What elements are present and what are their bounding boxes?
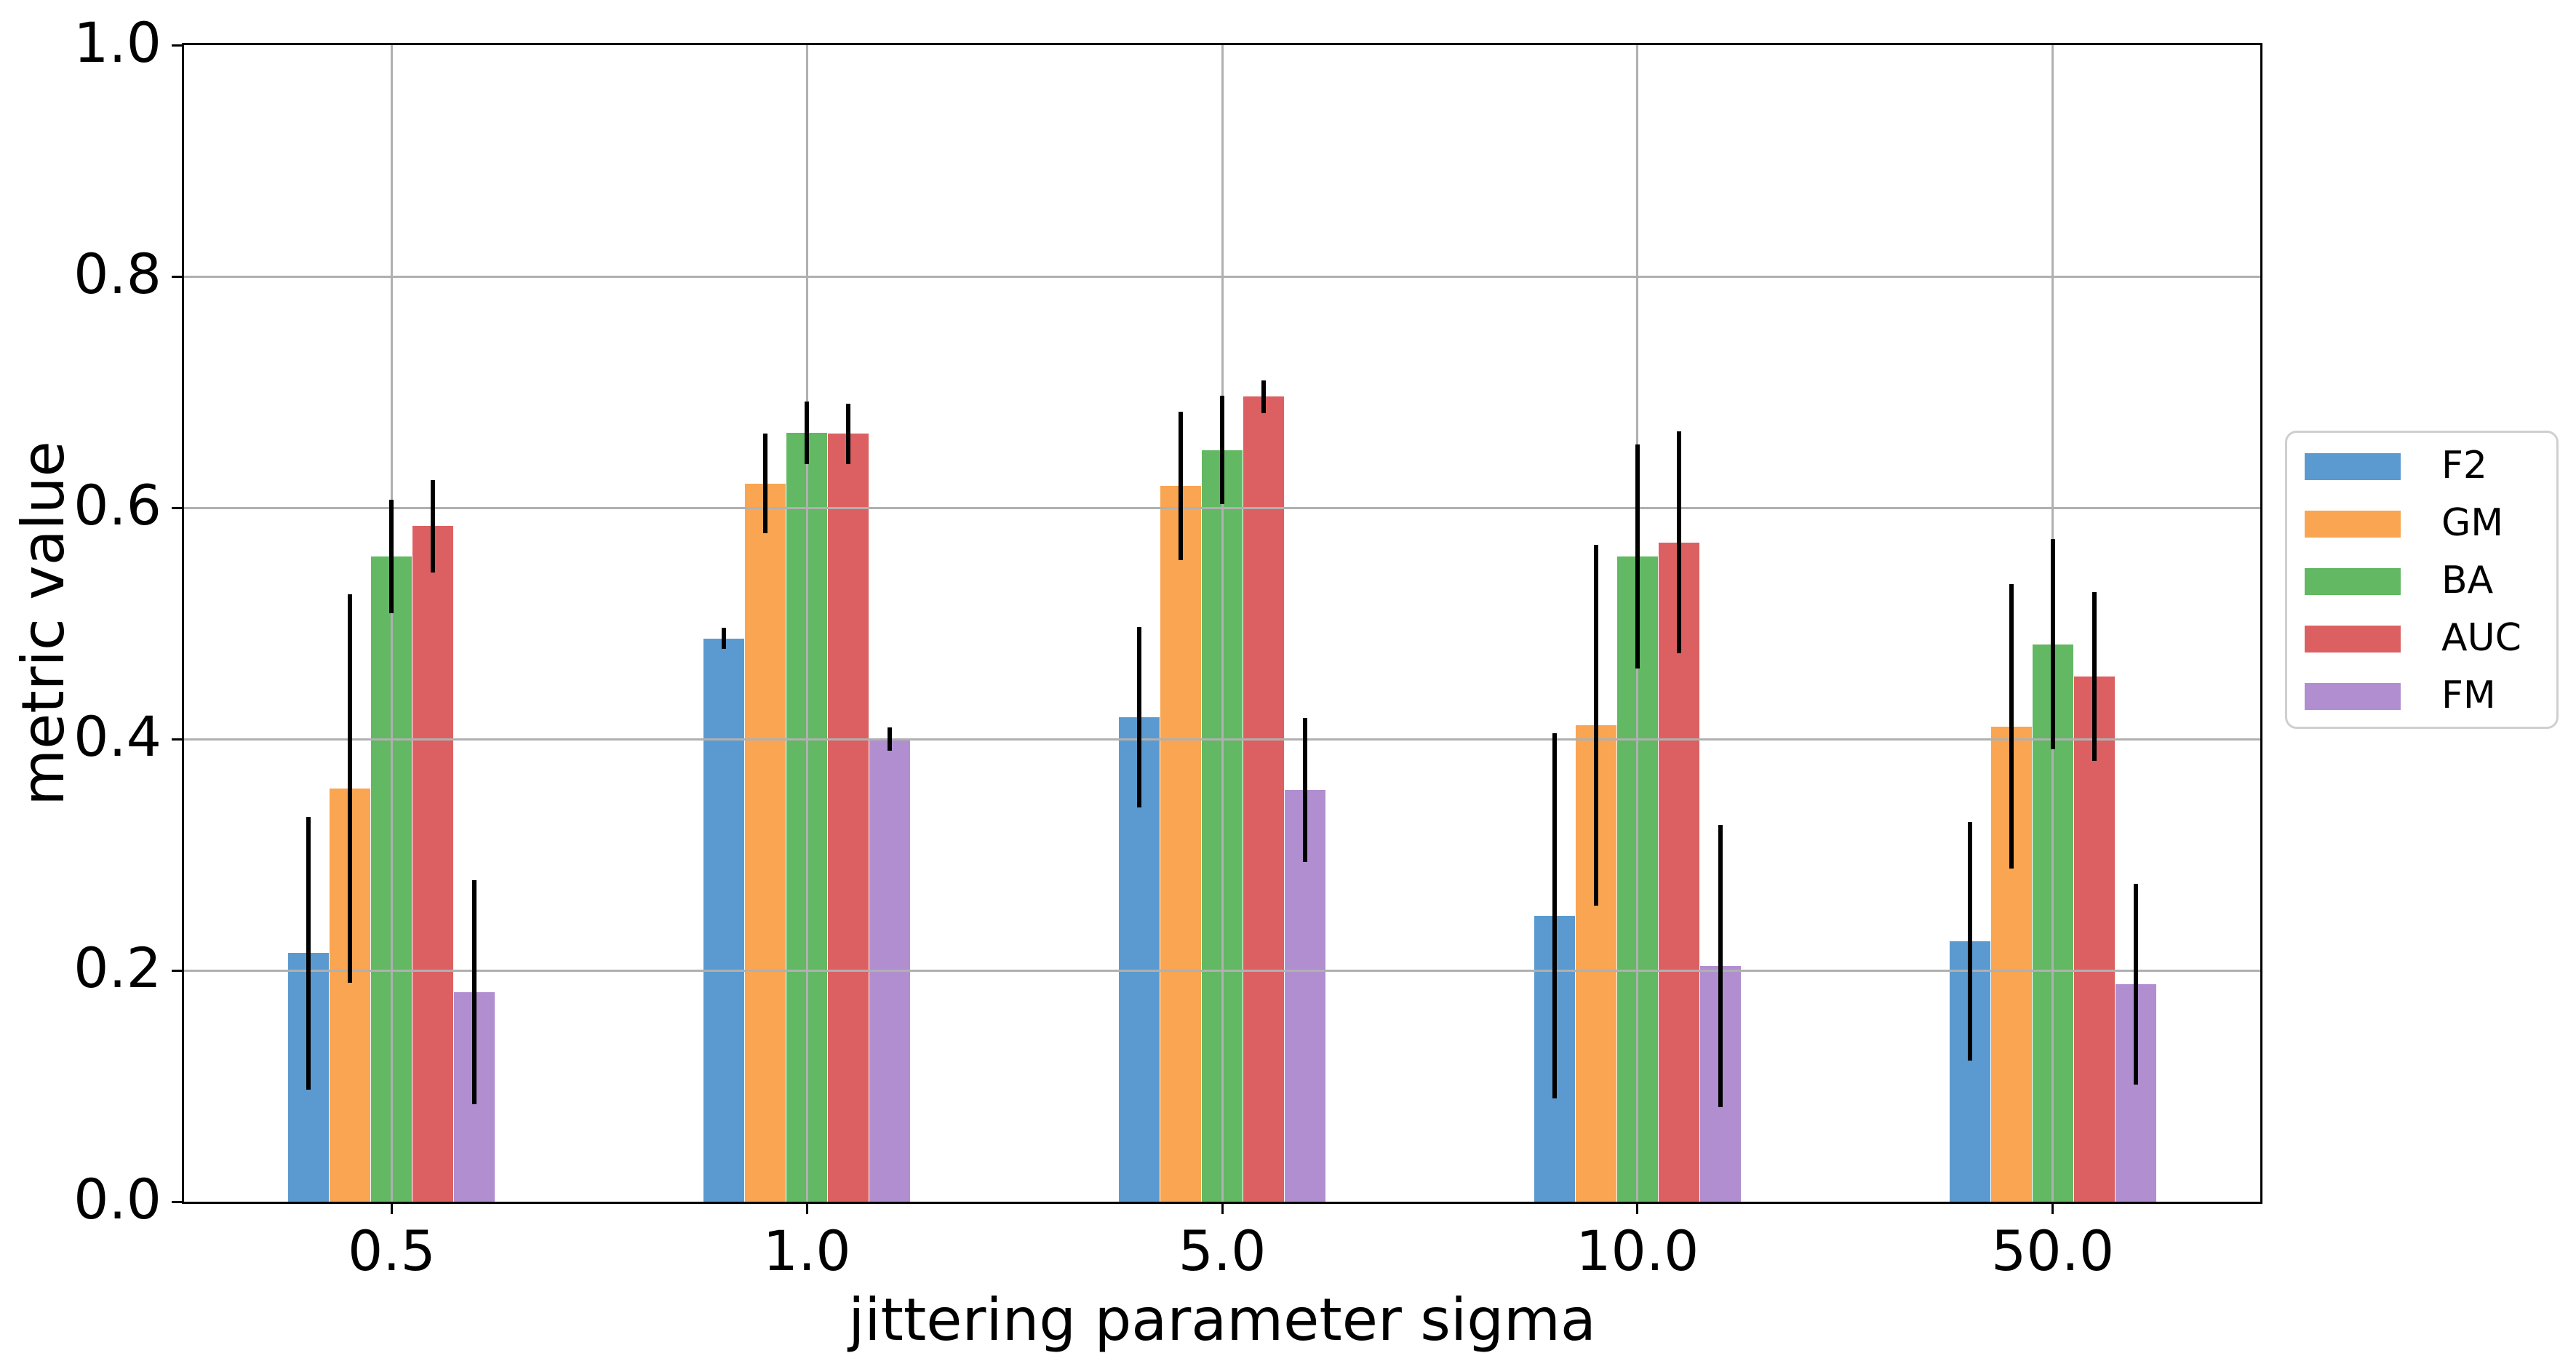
x-tick-5.0 xyxy=(1221,1204,1224,1214)
x-tick-label-5.0: 5.0 xyxy=(1178,1218,1267,1283)
errorbar-GM-5.0 xyxy=(1179,412,1183,560)
legend-swatch-GM xyxy=(2305,511,2401,538)
gridline-x-0.5 xyxy=(390,45,393,1202)
errorbar-F2-50.0 xyxy=(1967,822,1972,1061)
errorbar-GM-0.5 xyxy=(348,594,353,983)
errorbar-F2-1.0 xyxy=(722,628,727,649)
errorbar-FM-10.0 xyxy=(1718,824,1723,1107)
errorbar-BA-1.0 xyxy=(805,401,810,464)
errorbar-BA-5.0 xyxy=(1220,395,1224,505)
legend: F2 GM BA AUC FM xyxy=(2285,431,2559,729)
legend-label-AUC: AUC xyxy=(2441,615,2521,660)
errorbar-GM-1.0 xyxy=(763,434,768,533)
errorbar-AUC-0.5 xyxy=(431,479,436,573)
errorbar-AUC-1.0 xyxy=(846,403,851,464)
errorbar-FM-1.0 xyxy=(888,727,893,751)
legend-swatch-BA xyxy=(2305,568,2401,595)
errorbar-AUC-10.0 xyxy=(1676,431,1681,654)
legend-label-FM: FM xyxy=(2441,673,2496,717)
errorbar-F2-10.0 xyxy=(1552,733,1557,1099)
y-tick-label-1.0: 1.0 xyxy=(73,9,162,75)
x-tick-0.5 xyxy=(390,1204,393,1214)
errorbar-FM-50.0 xyxy=(2133,883,2138,1085)
y-axis-label: metric value xyxy=(9,441,77,806)
y-tick-label-0.0: 0.0 xyxy=(73,1166,162,1232)
y-tick-0.0 xyxy=(172,1200,182,1203)
errorbar-GM-10.0 xyxy=(1593,544,1598,906)
legend-swatch-FM xyxy=(2305,683,2401,710)
y-tick-1.0 xyxy=(172,44,182,47)
x-tick-label-0.5: 0.5 xyxy=(347,1218,436,1283)
bar-AUC-5.0 xyxy=(1243,396,1284,1202)
x-tick-50.0 xyxy=(2051,1204,2054,1214)
x-tick-label-1.0: 1.0 xyxy=(762,1218,851,1283)
bar-GM-1.0 xyxy=(745,483,786,1202)
legend-label-F2: F2 xyxy=(2441,443,2487,487)
errorbar-BA-10.0 xyxy=(1635,444,1640,668)
y-tick-0.6 xyxy=(172,506,182,509)
x-tick-label-50.0: 50.0 xyxy=(1990,1218,2115,1283)
legend-swatch-F2 xyxy=(2305,453,2401,480)
x-tick-10.0 xyxy=(1636,1204,1639,1214)
y-tick-label-0.8: 0.8 xyxy=(73,241,162,306)
errorbar-FM-5.0 xyxy=(1303,718,1307,862)
errorbar-F2-0.5 xyxy=(306,816,311,1090)
errorbar-F2-5.0 xyxy=(1137,626,1141,807)
bar-AUC-50.0 xyxy=(2073,676,2115,1202)
y-tick-0.4 xyxy=(172,738,182,741)
y-tick-label-0.2: 0.2 xyxy=(73,935,162,1000)
errorbar-GM-50.0 xyxy=(2009,583,2014,869)
bar-GM-5.0 xyxy=(1160,485,1201,1202)
errorbar-AUC-50.0 xyxy=(2091,592,2097,762)
errorbar-FM-0.5 xyxy=(472,879,477,1105)
plot-area xyxy=(182,43,2262,1204)
x-axis-label: jittering parameter sigma xyxy=(848,1286,1596,1353)
legend-label-BA: BA xyxy=(2441,558,2494,602)
y-tick-0.8 xyxy=(172,275,182,278)
bar-F2-1.0 xyxy=(703,638,745,1202)
errorbar-BA-50.0 xyxy=(2050,538,2055,750)
legend-swatch-AUC xyxy=(2305,626,2401,652)
errorbar-BA-0.5 xyxy=(389,499,394,613)
legend-label-GM: GM xyxy=(2441,500,2504,545)
y-tick-label-0.4: 0.4 xyxy=(73,703,162,769)
x-tick-label-10.0: 10.0 xyxy=(1576,1218,1699,1283)
y-tick-0.2 xyxy=(172,969,182,972)
bar-AUC-1.0 xyxy=(828,434,869,1202)
y-tick-label-0.6: 0.6 xyxy=(73,472,162,538)
errorbar-AUC-5.0 xyxy=(1261,380,1266,413)
gridline-x-5.0 xyxy=(1221,45,1224,1202)
gridline-x-1.0 xyxy=(805,45,808,1202)
bar-AUC-0.5 xyxy=(412,526,454,1202)
x-tick-1.0 xyxy=(805,1204,808,1214)
